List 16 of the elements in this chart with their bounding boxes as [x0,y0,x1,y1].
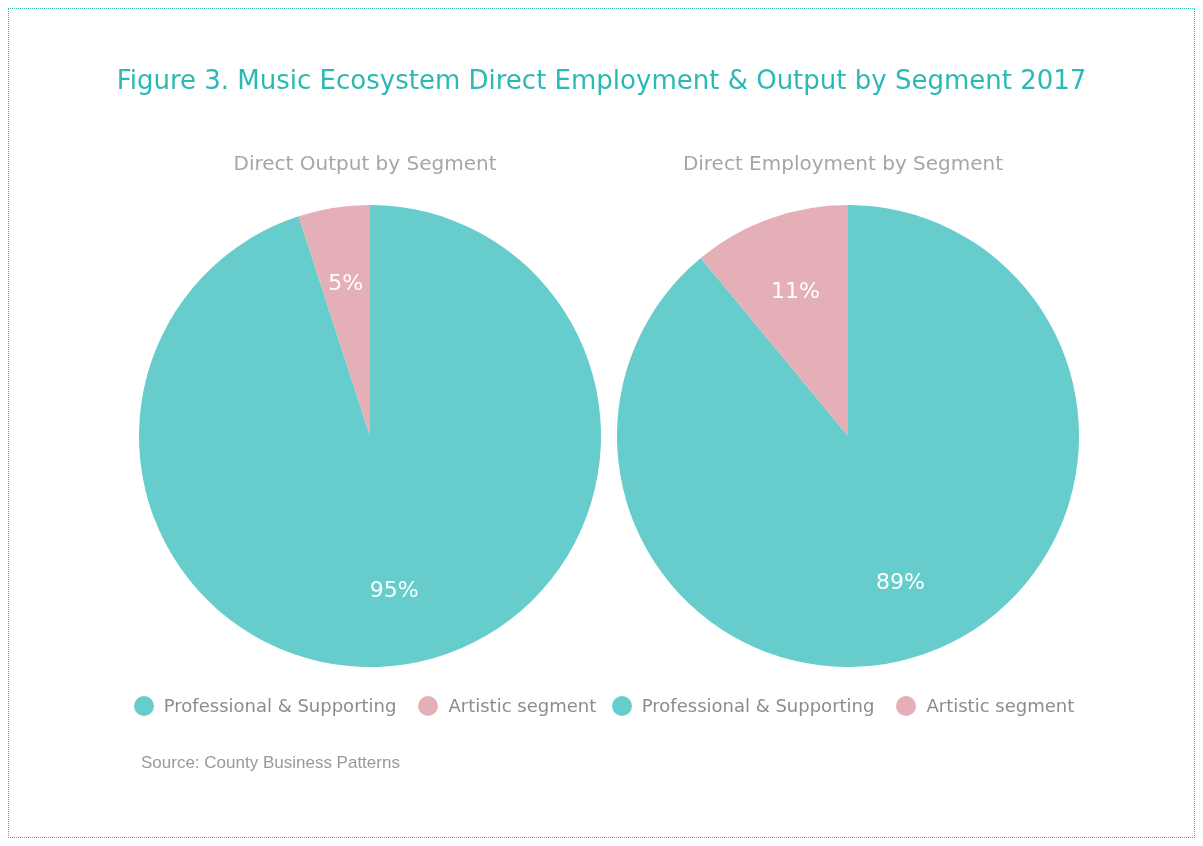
caption: Figure 3. Music Ecosystem Direct Employment & Output by Segment 2017 [115,65,1088,95]
pie-slice [139,205,601,667]
chart-title: Direct Output by Segment [232,151,498,175]
chart-title: Direct Employment by Segment [681,151,1005,175]
legend-label: Professional & Supporting [641,695,875,716]
pie-slice [298,205,370,436]
data-label: 95% [369,576,419,602]
legend-label: Artistic segment [448,695,597,716]
data-label: 89% [876,569,925,595]
source-note: Source: County Business Patterns [141,753,400,773]
data-label: 5% [328,270,364,296]
pie-slice [700,205,848,436]
legend-label: Professional & Supporting [163,695,397,716]
legend-label: Artistic segment [926,695,1075,716]
pie-slice [617,205,1079,667]
data-label: 11% [771,277,820,303]
